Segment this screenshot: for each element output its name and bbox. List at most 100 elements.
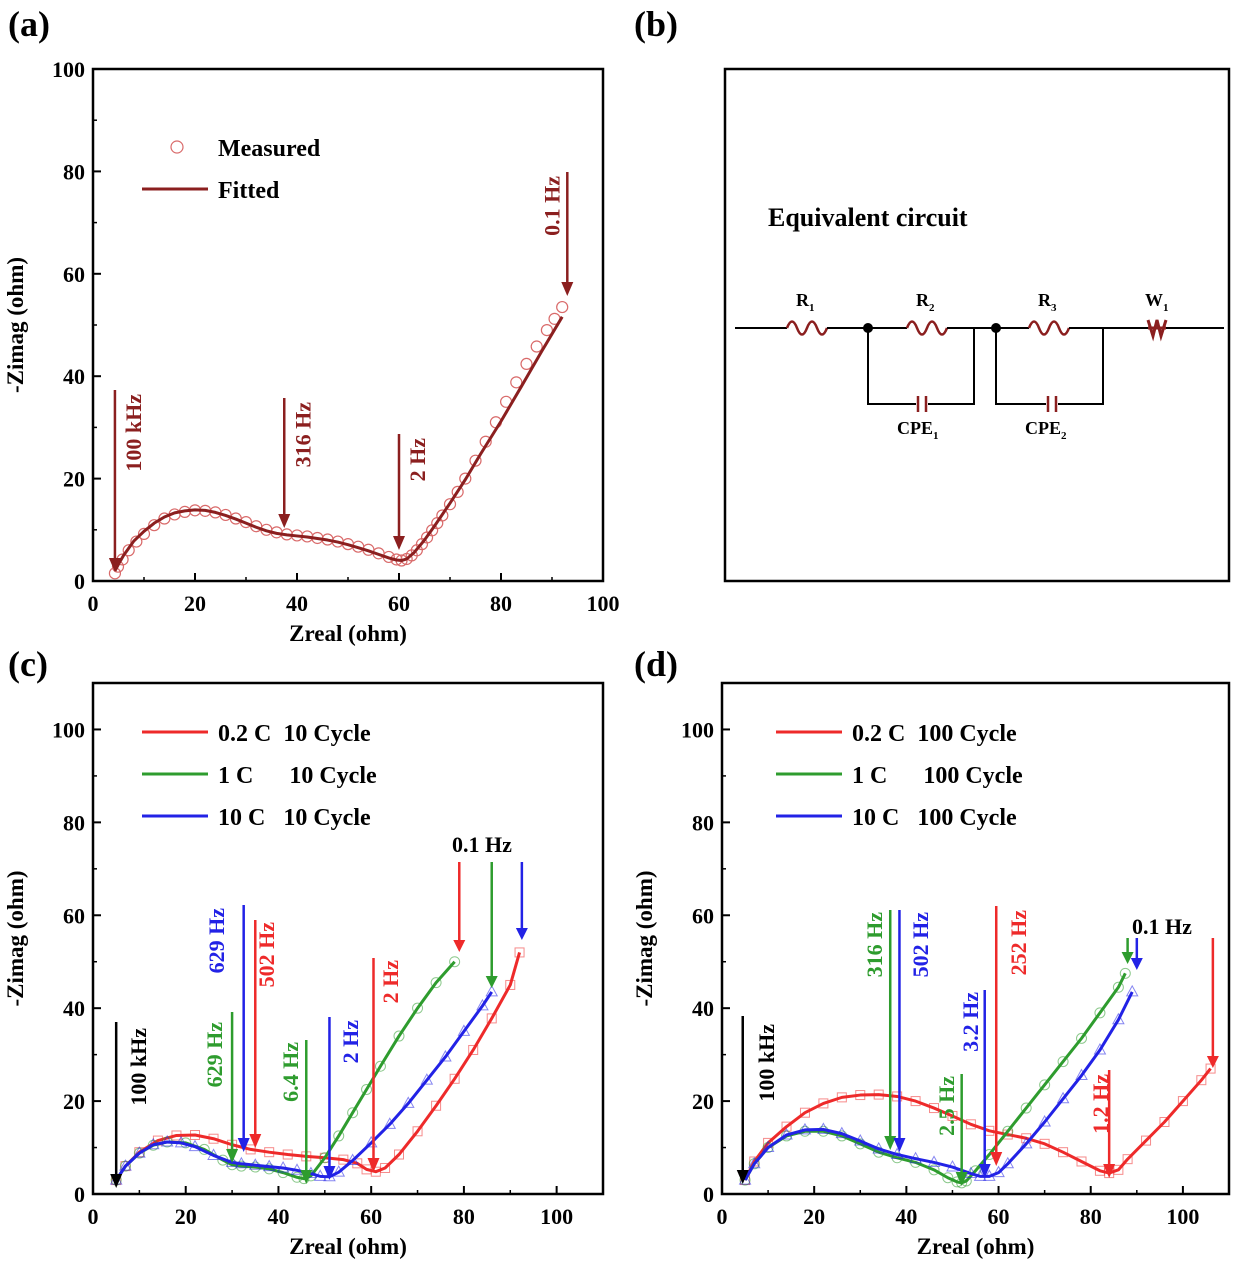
y-tick-label: 40 <box>692 996 714 1021</box>
data-point <box>393 1030 405 1042</box>
measured-point <box>436 509 449 522</box>
annotation: 100 kHz <box>736 1016 779 1184</box>
circuit-title: Equivalent circuit <box>768 203 968 232</box>
data-point <box>468 1044 479 1055</box>
x-tick-label: 0 <box>717 1204 728 1229</box>
series-line <box>114 991 493 1181</box>
annotation-arrowhead <box>561 282 574 296</box>
annotation-label: 502 Hz <box>908 912 933 978</box>
annotation-arrowhead <box>453 940 466 952</box>
annotation: 0.1 Hz <box>539 172 574 296</box>
data-point <box>449 1073 460 1084</box>
y-tick-label: 60 <box>63 903 85 928</box>
y-tick-label: 20 <box>692 1089 714 1114</box>
resistor-r3-symbol <box>1027 320 1071 336</box>
data-point <box>380 1162 391 1173</box>
data-point <box>1056 1091 1070 1104</box>
x-tick-label: 80 <box>490 591 512 616</box>
x-tick-label: 20 <box>184 591 206 616</box>
data-point <box>1020 1102 1032 1114</box>
annotation-label: 629 Hz <box>204 908 229 974</box>
annotation-arrowhead <box>367 1158 380 1172</box>
annotation-arrowhead <box>893 1138 906 1152</box>
data-point <box>1177 1096 1188 1107</box>
annotation-label: 0.1 Hz <box>1132 914 1192 939</box>
equivalent-circuit: Equivalent circuit R1 R2 R3 W1 CPE1 CPE2 <box>723 67 1231 583</box>
x-axis-label: Zreal (ohm) <box>917 1234 1035 1259</box>
data-point <box>361 1083 373 1095</box>
data-point <box>1075 1068 1088 1081</box>
data-point <box>929 1103 940 1114</box>
annotation: 6.4 Hz <box>278 1040 313 1184</box>
annotation-arrowhead <box>108 558 121 572</box>
y-tick-label: 100 <box>681 717 714 742</box>
annotation-label: 316 Hz <box>862 912 887 978</box>
label-r2: R2 <box>916 290 935 314</box>
data-point <box>476 998 489 1011</box>
x-tick-label: 0 <box>88 591 99 616</box>
data-point <box>1076 1156 1087 1167</box>
annotation-label: 6.4 Hz <box>278 1042 303 1102</box>
series-0 <box>111 947 525 1186</box>
data-point <box>1112 981 1124 993</box>
data-point <box>1112 1012 1125 1025</box>
chart-c: 0 20 40 60 80 100 0 20 40 60 80 100 Zreal (ohm) -Zima… <box>3 681 605 1259</box>
x-tick-label: 0 <box>88 1204 99 1229</box>
y-tick-label: 80 <box>63 159 85 184</box>
y-axis-label: -Zimag (ohm) <box>3 870 28 1006</box>
measured-point <box>510 376 523 389</box>
annotation-arrowhead <box>249 1134 262 1148</box>
x-tick-label: 60 <box>988 1204 1010 1229</box>
data-point <box>449 956 461 968</box>
data-point <box>457 1024 471 1036</box>
measured-point <box>137 527 151 540</box>
data-point <box>374 1060 386 1072</box>
data-point <box>412 1002 424 1014</box>
data-point <box>439 1049 452 1062</box>
annotation-arrowhead <box>1206 1056 1219 1068</box>
measured-point <box>158 512 171 525</box>
y-tick-label: 100 <box>52 717 85 742</box>
measured-point <box>443 498 457 511</box>
panel-label-d: (d) <box>634 644 678 684</box>
data-point <box>1076 1032 1088 1044</box>
measured-point <box>530 340 543 353</box>
data-point <box>412 1126 423 1137</box>
data-point <box>1141 1135 1152 1146</box>
chart-a: 0 20 40 60 80 100 0 20 40 60 80 100 Zreal (ohm) -Zima… <box>3 57 620 646</box>
annotation: 502 Hz <box>893 910 933 1152</box>
legend-label: 1 C 100 Cycle <box>852 763 1023 789</box>
y-tick-label: 100 <box>52 57 85 82</box>
data-point <box>799 1107 810 1118</box>
annotation: 316 Hz <box>278 398 315 528</box>
data-point <box>401 1096 415 1108</box>
legend-label: 10 C 100 Cycle <box>852 805 1017 831</box>
annotation-arrowhead <box>515 928 528 940</box>
plot-frame <box>91 681 605 1196</box>
data-point <box>1039 1079 1051 1091</box>
annotation-arrowhead <box>955 1172 968 1186</box>
label-w1: W1 <box>1145 290 1169 314</box>
chart-d: 0 20 40 60 80 100 0 20 40 60 80 100 Zreal (ohm) -Zima… <box>632 681 1231 1259</box>
circuit-frame <box>723 67 1231 583</box>
legend-label: Measured <box>218 136 321 162</box>
annotation-arrowhead <box>300 1170 313 1184</box>
series-2 <box>738 984 1139 1185</box>
annotation: 1.2 Hz <box>1088 1070 1116 1178</box>
annotation-arrowhead <box>226 1149 239 1163</box>
annotation-label: 100 kHz <box>126 1028 151 1106</box>
y-tick-label: 80 <box>692 810 714 835</box>
measured-point <box>469 454 482 467</box>
y-axis-label: -Zimag (ohm) <box>3 257 28 393</box>
annotation: 502 Hz <box>249 920 279 1148</box>
x-tick-label: 40 <box>895 1204 917 1229</box>
x-tick-label: 100 <box>1166 1204 1199 1229</box>
annotation-label: 3.2 Hz <box>958 992 983 1052</box>
resistor-r1-symbol <box>785 320 829 336</box>
measured-point <box>130 535 143 548</box>
y-tick-label: 0 <box>703 1182 714 1207</box>
annotation-label: 502 Hz <box>254 922 279 988</box>
annotation-label: 2.5 Hz <box>934 1076 959 1136</box>
legend-marker <box>170 140 184 154</box>
data-point <box>1205 1063 1216 1074</box>
